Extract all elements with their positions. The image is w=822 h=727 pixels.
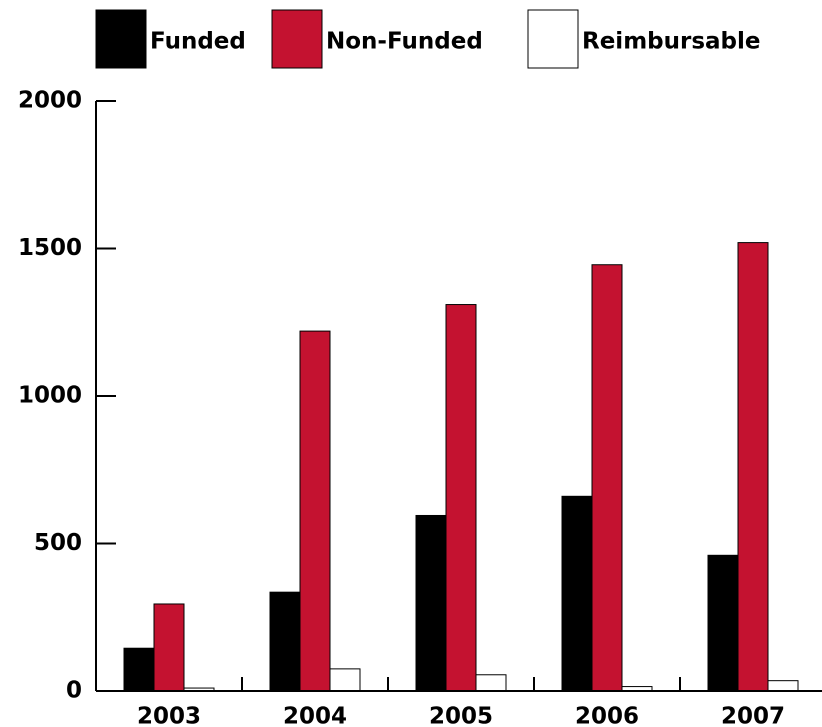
x-tick-label: 2005 (429, 704, 493, 727)
bar (415, 514, 447, 692)
bar (591, 264, 623, 692)
legend-swatch (527, 9, 579, 69)
bar (767, 680, 799, 692)
bar (299, 330, 331, 692)
y-tick-label: 0 (66, 678, 82, 704)
bar (561, 495, 593, 692)
x-tick-label: 2006 (575, 704, 639, 727)
legend-label: Reimbursable (582, 29, 761, 55)
bar (737, 242, 769, 692)
legend-swatch (95, 9, 147, 69)
y-tick-label: 2000 (18, 88, 82, 114)
x-tick-label: 2003 (137, 704, 201, 727)
x-tick-label: 2004 (283, 704, 347, 727)
legend-label: Funded (150, 29, 246, 55)
y-tick-label: 1500 (18, 235, 82, 261)
legend-label: Non-Funded (326, 29, 483, 55)
y-tick-label: 500 (34, 530, 82, 556)
legend-swatch (271, 9, 323, 69)
bar (123, 647, 155, 692)
bar (475, 674, 507, 692)
bar (445, 304, 477, 692)
bar (707, 554, 739, 692)
bar (153, 603, 185, 692)
bar (329, 668, 361, 692)
y-tick-label: 1000 (18, 383, 82, 409)
bar (269, 591, 301, 692)
x-tick-label: 2007 (721, 704, 785, 727)
